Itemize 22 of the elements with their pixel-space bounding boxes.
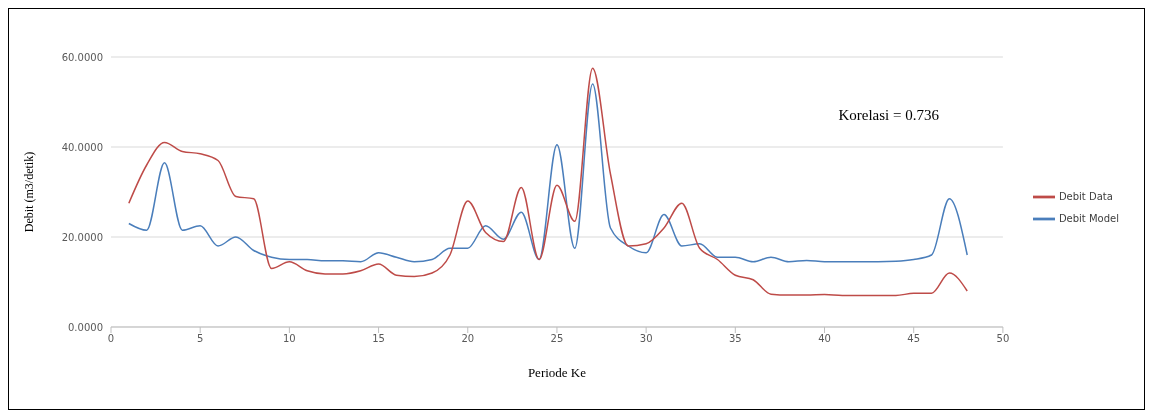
x-tick-label: 30 [639,333,653,345]
x-tick-label: 35 [728,333,742,345]
x-tick-label: 50 [996,333,1010,345]
x-tick-label: 20 [461,333,475,345]
y-tick-label: 0.0000 [68,321,103,333]
line-series [128,83,968,263]
y-tick-label: 60.0000 [61,51,103,63]
y-tick-label: 40.0000 [61,141,103,153]
annotation: Korelasi = 0.736 [838,107,939,124]
x-tick-label: 15 [372,333,385,345]
y-axis-title: Debit (m3/detik) [22,151,37,233]
legend-label: Debit Model [1058,213,1119,224]
x-tick-label: 5 [197,333,204,345]
y-tick-label: 20.0000 [61,231,103,243]
x-tick-label: 0 [107,333,115,345]
line-series [128,67,968,297]
x-axis-title: Periode Ke [527,365,587,380]
legend-label: Debit Data [1058,191,1113,202]
x-tick-label: 25 [550,333,564,345]
x-tick-label: 40 [818,333,831,345]
x-tick-label: 45 [907,333,921,345]
x-tick-label: 10 [283,333,296,345]
